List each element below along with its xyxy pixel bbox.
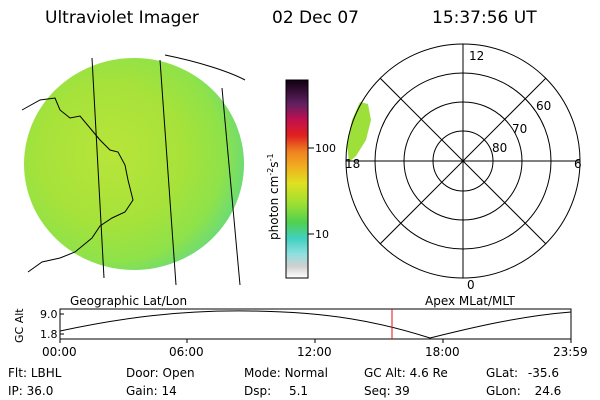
flt-value: LBHL xyxy=(30,366,62,380)
polar-aurora-patch xyxy=(347,102,371,162)
status-gc-alt: GC Alt: 4.6 Re xyxy=(364,366,448,380)
colorbar-tick-10: 10 xyxy=(315,228,329,241)
mlt-label-12: 12 xyxy=(469,49,484,63)
door-label: Door: xyxy=(126,366,159,380)
status-door: Door: Open xyxy=(126,366,195,380)
glon-label: GLon: xyxy=(486,384,521,398)
altitude-curve xyxy=(59,310,572,339)
glat-value: -35.6 xyxy=(527,366,559,380)
colorbar-tick-100: 100 xyxy=(315,142,336,155)
colorbar: 100 10 photon cm-2s-1 xyxy=(266,79,336,279)
time-label: 15:37:56 UT xyxy=(432,8,537,28)
orbit-plot-frame xyxy=(59,308,572,340)
dsp-label: Dsp: xyxy=(244,384,272,398)
status-gain: Gain: 14 xyxy=(126,384,177,398)
uv-image-disk xyxy=(24,58,244,270)
xtick-label: 00:00 xyxy=(42,345,77,359)
orbit-altitude-plot: 9.0 1.8 GC Alt 00:00 06:00 12:00 18:00 2… xyxy=(13,308,588,359)
mlat-label-60: 60 xyxy=(536,99,551,113)
gain-value: 14 xyxy=(161,384,177,398)
status-ip: IP: 36.0 xyxy=(8,384,53,398)
mlt-label-6: 6 xyxy=(574,157,582,171)
status-filter: Flt: LBHL xyxy=(8,366,61,380)
gc-alt-value: 4.6 Re xyxy=(409,366,448,380)
coastline xyxy=(21,97,134,273)
gain-label: Gain: xyxy=(126,384,158,398)
gc-alt-label: GC Alt: xyxy=(364,366,406,380)
status-seq: Seq: 39 xyxy=(364,384,410,398)
mode-label: Mode: xyxy=(244,366,281,380)
latitude-line xyxy=(164,54,246,81)
seq-value: 39 xyxy=(394,384,410,398)
ip-label: IP: xyxy=(8,384,23,398)
mlat-label-70: 70 xyxy=(512,122,527,136)
ip-value: 36.0 xyxy=(26,384,54,398)
xtick-label: 18:00 xyxy=(425,345,460,359)
mlat-label-80: 80 xyxy=(492,141,507,155)
mlt-label-0: 0 xyxy=(467,278,475,292)
mlt-line-diagonal xyxy=(379,77,547,245)
mode-value: Normal xyxy=(284,366,328,380)
status-glat: GLat: -35.6 xyxy=(486,366,559,380)
glat-label: GLat: xyxy=(486,366,519,380)
longitude-line xyxy=(159,59,177,286)
xtick-label: 12:00 xyxy=(297,345,332,359)
geographic-image xyxy=(21,54,246,286)
ytick-label-top: 9.0 xyxy=(40,308,58,321)
orbit-ylabel: GC Alt xyxy=(13,308,26,343)
door-value: Open xyxy=(162,366,195,380)
mlt-label-18: 18 xyxy=(345,157,360,171)
status-glon: GLon: 24.6 xyxy=(486,384,561,398)
polar-plot: 12 18 6 0 60 70 80 xyxy=(345,43,582,292)
date-label: 02 Dec 07 xyxy=(272,8,359,28)
dsp-value: 5.1 xyxy=(288,384,309,398)
status-mode: Mode: Normal xyxy=(244,366,328,380)
status-dsp: Dsp: 5.1 xyxy=(244,384,308,398)
ytick-label-bottom: 1.8 xyxy=(40,328,58,341)
xtick-label: 06:00 xyxy=(169,345,204,359)
colorbar-scale xyxy=(285,79,309,279)
left-map-label: Geographic Lat/Lon xyxy=(70,294,187,308)
longitude-line xyxy=(221,87,241,286)
colorbar-unit-label: photon cm-2s-1 xyxy=(266,153,281,240)
flt-label: Flt: xyxy=(8,366,27,380)
glon-value: 24.6 xyxy=(534,384,562,398)
seq-label: Seq: xyxy=(364,384,391,398)
right-map-label: Apex MLat/MLT xyxy=(425,294,515,308)
instrument-title: Ultraviolet Imager xyxy=(45,8,199,28)
xtick-label: 23:59 xyxy=(553,345,588,359)
longitude-line xyxy=(91,57,105,279)
